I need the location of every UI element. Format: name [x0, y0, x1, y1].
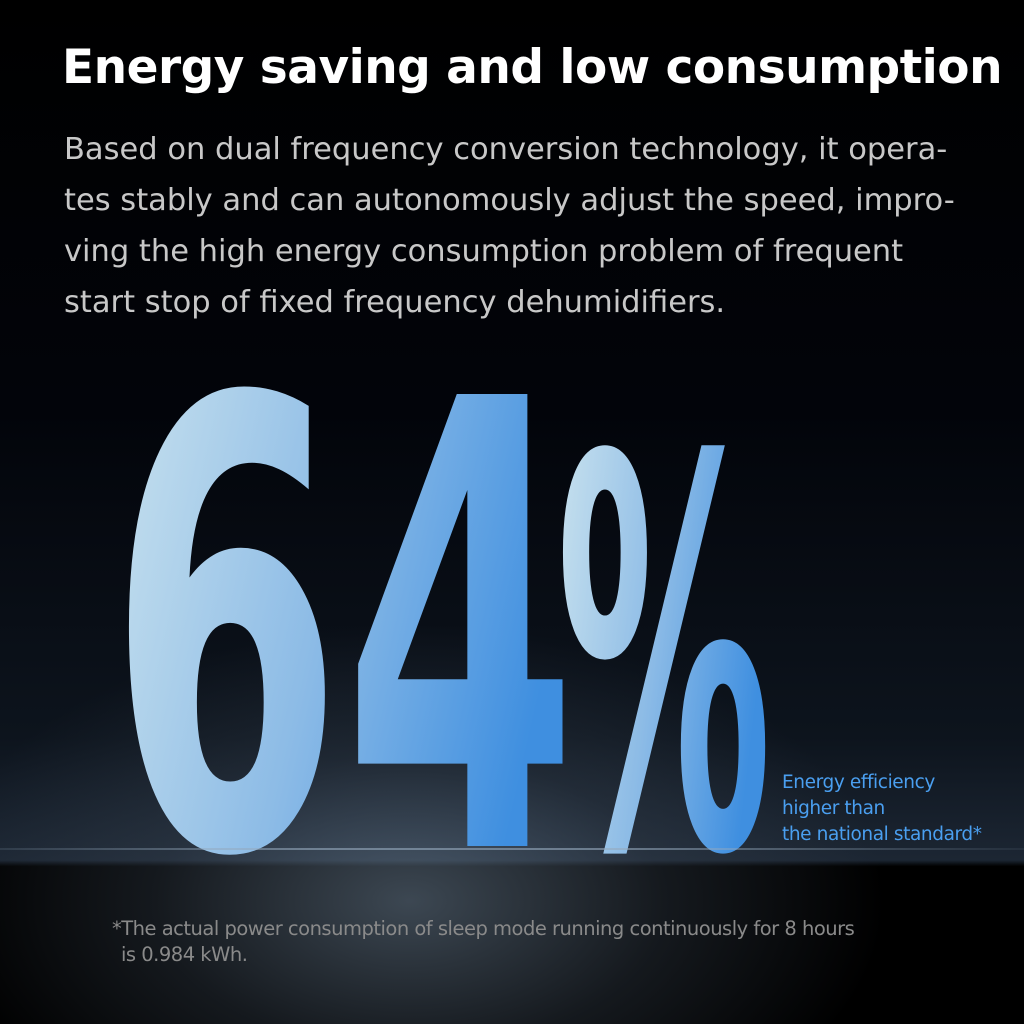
description-line: Based on dual frequency conversion techn… — [64, 132, 948, 167]
description-line: start stop of fixed frequency dehumidifi… — [64, 285, 726, 320]
efficiency-callout: Energy efficiency higher than the nation… — [782, 770, 982, 848]
callout-line: Energy efficiency — [782, 772, 935, 793]
ground-divider — [0, 848, 1024, 850]
big-stat-number: 64 % — [108, 360, 772, 860]
page-title: Energy saving and low consumption — [62, 40, 1003, 95]
callout-line: higher than — [782, 798, 885, 819]
footnote-line: *The actual power consumption of sleep m… — [112, 917, 855, 940]
footnote-line: is 0.984 kWh. — [121, 943, 248, 966]
description-line: tes stably and can autonomously adjust t… — [64, 183, 955, 218]
stat-percent-symbol: % — [556, 360, 772, 860]
stat-digits: 64 — [108, 360, 578, 860]
description-text: Based on dual frequency conversion techn… — [64, 124, 984, 328]
description-line: ving the high energy consumption problem… — [64, 234, 904, 269]
callout-line: the national standard* — [782, 824, 982, 845]
footnote-text: *The actual power consumption of sleep m… — [112, 916, 992, 968]
